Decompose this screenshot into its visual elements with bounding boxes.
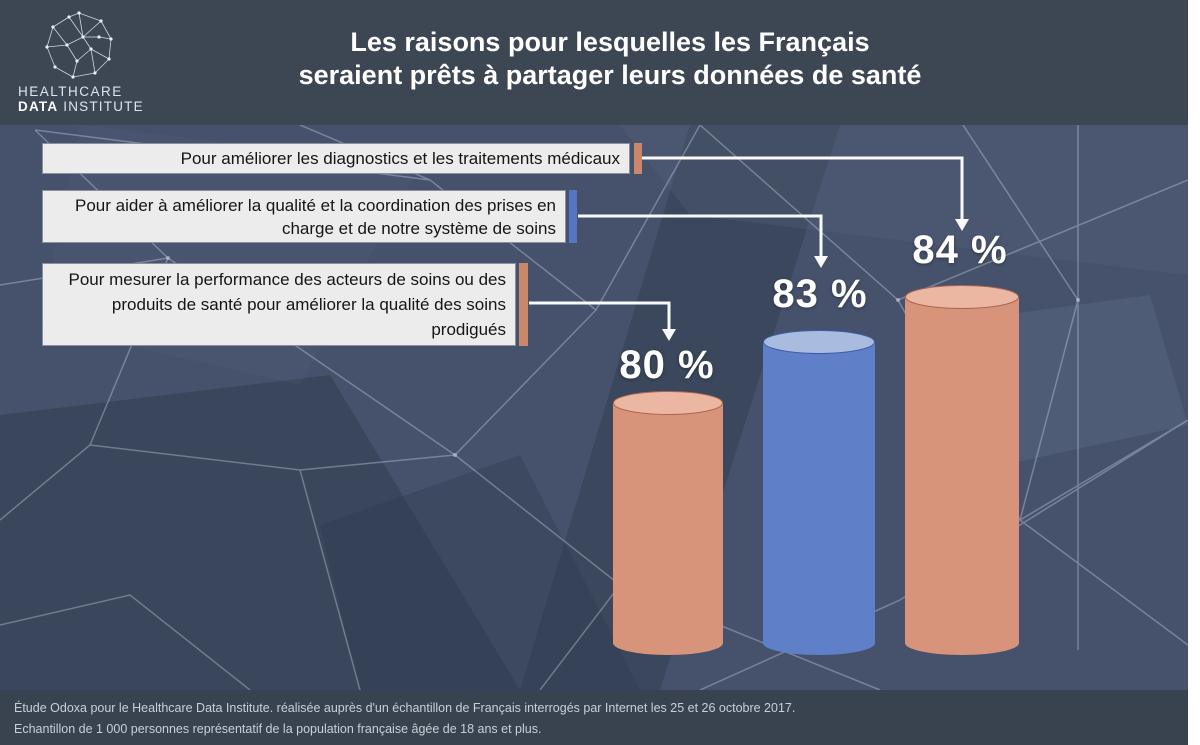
brand-logo: HEALTHCARE DATA INSTITUTE: [14, 8, 144, 120]
value-label-83: 83 %: [772, 272, 868, 316]
title-line-1: Les raisons pour lesquelles les Français: [350, 27, 870, 57]
accent-bar-blue: [569, 190, 577, 243]
accent-bar-salmon-1: [634, 143, 642, 174]
cylinder-bar-83: [763, 330, 875, 655]
logo-text-data: DATA: [18, 99, 59, 114]
value-label-84: 84 %: [912, 228, 1008, 272]
title-line-2: seraient prêts à partager leurs données …: [298, 59, 922, 90]
logo-text-data-institute: DATA INSTITUTE: [14, 99, 144, 114]
page-title: Les raisons pour lesquelles les Français…: [170, 26, 1050, 92]
cylinder-bar-80: [613, 391, 723, 655]
cylinder-bar-84: [905, 285, 1019, 655]
logo-text-healthcare: HEALTHCARE: [18, 84, 123, 99]
source-note: Étude Odoxa pour le Healthcare Data Inst…: [0, 690, 1188, 745]
network-globe-logo-icon: [45, 11, 113, 79]
source-note-line-2: Echantillon de 1 000 personnes représent…: [14, 721, 542, 736]
accent-bar-salmon-2: [519, 263, 528, 346]
logo-text-institute: INSTITUTE: [58, 99, 144, 114]
value-label-80: 80 %: [619, 343, 715, 387]
category-box-diagnostics: Pour améliorer les diagnostics et les tr…: [42, 143, 630, 174]
header-band: HEALTHCARE DATA INSTITUTE Les raisons po…: [0, 0, 1188, 125]
category-box-performance: Pour mesurer la performance des acteurs …: [42, 263, 516, 346]
category-box-coordination: Pour aider à améliorer la qualité et la …: [42, 190, 566, 243]
source-note-line-1: Étude Odoxa pour le Healthcare Data Inst…: [14, 701, 796, 715]
